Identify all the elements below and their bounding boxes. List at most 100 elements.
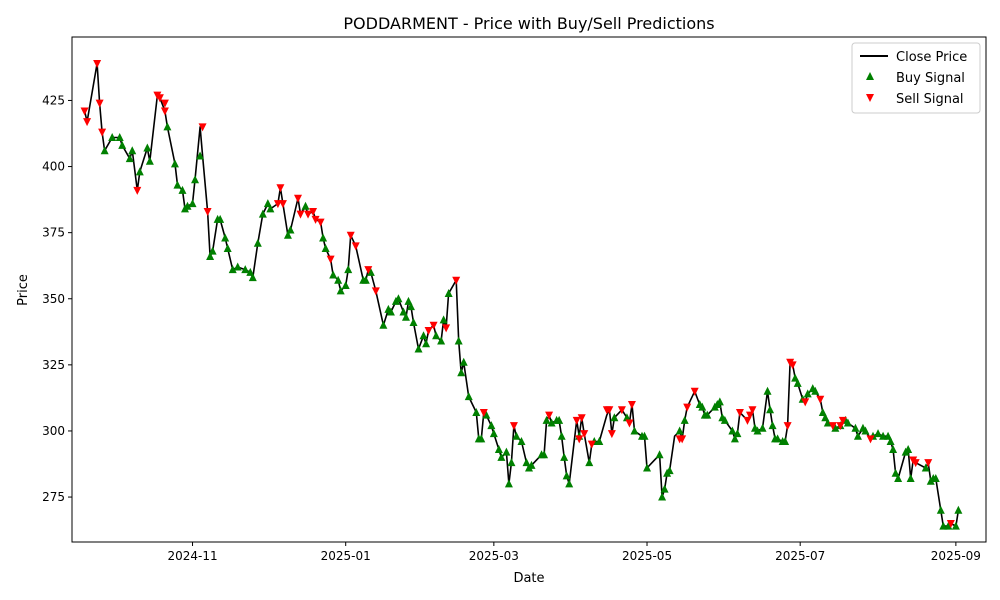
sell-signal-marker [155, 94, 164, 103]
sell-signal-markers [80, 59, 955, 528]
sell-signal-marker [364, 266, 373, 275]
sell-signal-marker [316, 218, 325, 227]
buy-signal-marker [768, 421, 777, 430]
buy-signal-marker [439, 315, 448, 324]
sell-signal-marker [424, 326, 433, 335]
chart-title: PODDARMENT - Price with Buy/Sell Predict… [343, 14, 714, 33]
buy-signal-marker [595, 437, 604, 446]
sell-signal-marker [828, 422, 837, 431]
legend-sell-label: Sell Signal [896, 92, 964, 107]
buy-signal-marker [454, 336, 463, 345]
sell-signal-marker [83, 118, 92, 127]
buy-signal-marker [196, 151, 205, 160]
sell-signal-marker [160, 107, 169, 116]
sell-signal-marker [924, 459, 933, 468]
x-tick-label: 2025-09 [931, 549, 981, 563]
plot-area [80, 59, 963, 530]
sell-signal-marker [98, 128, 107, 137]
buy-signal-marker [660, 484, 669, 493]
buy-signal-marker [263, 199, 272, 208]
y-tick-label: 375 [42, 226, 65, 240]
sell-signal-marker [627, 401, 636, 410]
buy-signal-marker [773, 434, 782, 443]
buy-signal-marker [555, 415, 564, 424]
buy-signal-marker [419, 331, 428, 340]
sell-signal-marker [311, 215, 320, 224]
sell-signal-marker [816, 395, 825, 404]
sell-signal-marker [587, 440, 596, 449]
sell-signal-marker [607, 430, 616, 439]
buy-signal-marker [565, 479, 574, 488]
buy-signal-marker [128, 146, 137, 155]
sell-signal-marker [309, 208, 318, 217]
buy-signal-marker [432, 331, 441, 340]
buy-signal-marker [143, 143, 152, 152]
buy-signal-marker [527, 460, 536, 469]
buy-signal-marker [135, 167, 144, 176]
buy-signal-marker [489, 429, 498, 438]
sell-signal-marker [946, 519, 955, 528]
buy-signal-marker [818, 407, 827, 416]
buy-signal-marker [208, 246, 217, 255]
sell-signal-marker [575, 435, 584, 444]
x-tick-label: 2025-03 [469, 549, 519, 563]
x-tick-label: 2025-05 [622, 549, 672, 563]
buy-signal-marker [409, 318, 418, 327]
buy-signal-marker [512, 431, 521, 440]
buy-signal-marker [334, 275, 343, 284]
buy-signal-marker [216, 214, 225, 223]
buy-signal-marker [675, 426, 684, 435]
sell-signal-marker [296, 210, 305, 219]
sell-signal-marker [80, 107, 89, 116]
buy-signal-marker [630, 426, 639, 435]
buy-signal-marker [394, 294, 403, 303]
buy-signal-marker [951, 521, 960, 530]
buy-signal-marker [404, 296, 413, 305]
sell-signal-marker [605, 406, 614, 415]
buy-signal-marker [386, 307, 395, 316]
sell-signal-marker [617, 406, 626, 415]
sell-signal-marker [273, 200, 282, 209]
buy-signal-marker [228, 265, 237, 274]
buy-signal-marker [241, 265, 250, 274]
buy-signal-marker [793, 378, 802, 387]
buy-signal-marker [183, 201, 192, 210]
buy-signal-marker [319, 233, 328, 242]
y-tick-label: 425 [42, 93, 65, 107]
buy-signal-marker [379, 320, 388, 329]
buy-signal-marker [444, 288, 453, 297]
sell-signal-marker [838, 416, 847, 425]
buy-signal-marker [283, 230, 292, 239]
buy-signal-marker [562, 471, 571, 480]
buy-signal-marker [517, 437, 526, 446]
sell-signal-marker [509, 422, 518, 431]
buy-signal-marker [329, 270, 338, 279]
buy-signal-marker [178, 185, 187, 194]
sell-signal-marker [452, 276, 461, 285]
sell-signal-marker [545, 411, 554, 420]
buy-signal-marker [954, 505, 963, 514]
legend-box [851, 42, 981, 114]
buy-signal-marker [266, 204, 275, 213]
y-axis: 275 300 325 350 375 400 425 [42, 93, 72, 504]
legend-sell-swatch [866, 94, 874, 102]
buy-signal-marker [791, 373, 800, 382]
x-tick-label: 2025-01 [321, 549, 371, 563]
buy-signal-marker [191, 175, 200, 184]
sell-signal-marker [690, 387, 699, 396]
x-tick-label: 2025-07 [775, 549, 825, 563]
buy-signal-marker [173, 180, 182, 189]
buy-signal-marker [118, 140, 127, 149]
sell-signal-marker [866, 435, 875, 444]
buy-signal-marker [399, 307, 408, 316]
sell-signal-marker [743, 416, 752, 425]
x-axis: 2024-11 2025-01 2025-03 2025-05 2025-07 2025-… [167, 542, 981, 563]
sell-signal-marker [160, 99, 169, 108]
sell-signal-marker [572, 416, 581, 425]
buy-signal-marker [253, 238, 262, 247]
buy-signal-marker [145, 156, 154, 165]
sell-signal-marker [351, 242, 360, 251]
sell-signal-marker [735, 408, 744, 417]
buy-signal-marker [643, 463, 652, 472]
